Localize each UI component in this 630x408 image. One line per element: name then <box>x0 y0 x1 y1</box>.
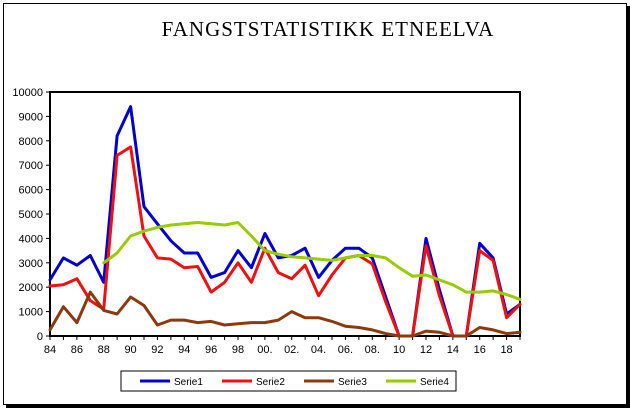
y-tick-label: 10000 <box>12 87 43 99</box>
x-tick-label: 84 <box>44 344 56 356</box>
chart-title: FANGSTSTATISTIKK ETNEELVA <box>161 17 495 41</box>
legend-label-serie1: Serie1 <box>174 377 203 388</box>
x-tick-label: 10 <box>393 344 405 356</box>
y-tick-label: 9000 <box>19 111 43 123</box>
legend: Serie1 Serie2 Serie3 Serie4 <box>120 370 457 392</box>
x-tick-label: 12 <box>420 344 432 356</box>
series-line-serie3 <box>48 290 522 338</box>
x-tick-label: 06. <box>338 344 353 356</box>
x-tick-label: 08. <box>365 344 380 356</box>
y-tick-label: 6000 <box>19 185 43 197</box>
series-lines <box>48 105 522 338</box>
y-axis: 0 1000 2000 3000 4000 5000 6000 7000 8000 9000 100… <box>12 87 50 343</box>
legend-box <box>120 370 457 392</box>
legend-label-serie3: Serie3 <box>338 377 367 388</box>
x-tick-label: 16 <box>474 344 486 356</box>
series-line-serie4 <box>102 221 522 301</box>
y-tick-label: 1000 <box>19 307 43 319</box>
x-tick-label: 18 <box>500 344 512 356</box>
legend-label-serie2: Serie2 <box>256 377 285 388</box>
x-tick-label: 98 <box>232 344 244 356</box>
x-tick-label: 94 <box>178 344 190 356</box>
x-tick-label: 04. <box>311 344 326 356</box>
y-tick-label: 8000 <box>19 136 43 148</box>
x-tick-label: 02. <box>284 344 299 356</box>
x-tick-label: 86 <box>71 344 83 356</box>
x-tick-label: 96 <box>205 344 217 356</box>
x-tick-label: 90 <box>124 344 136 356</box>
y-tick-label: 4000 <box>19 233 43 245</box>
x-tick-label: 14 <box>447 344 459 356</box>
x-tick-label: 88 <box>98 344 110 356</box>
x-tick-label: 92 <box>151 344 163 356</box>
legend-label-serie4: Serie4 <box>420 377 449 388</box>
y-tick-label: 0 <box>37 331 43 343</box>
y-tick-label: 2000 <box>19 282 43 294</box>
series-line-serie2 <box>48 145 522 338</box>
x-axis: 84 86 88 90 92 94 96 98 00. 02. 04. 06. 08. 10 12 14 16 1… <box>44 336 521 356</box>
x-tick-label: 00. <box>257 344 272 356</box>
y-tick-label: 5000 <box>19 209 43 221</box>
y-tick-label: 7000 <box>19 160 43 172</box>
y-tick-label: 3000 <box>19 258 43 270</box>
